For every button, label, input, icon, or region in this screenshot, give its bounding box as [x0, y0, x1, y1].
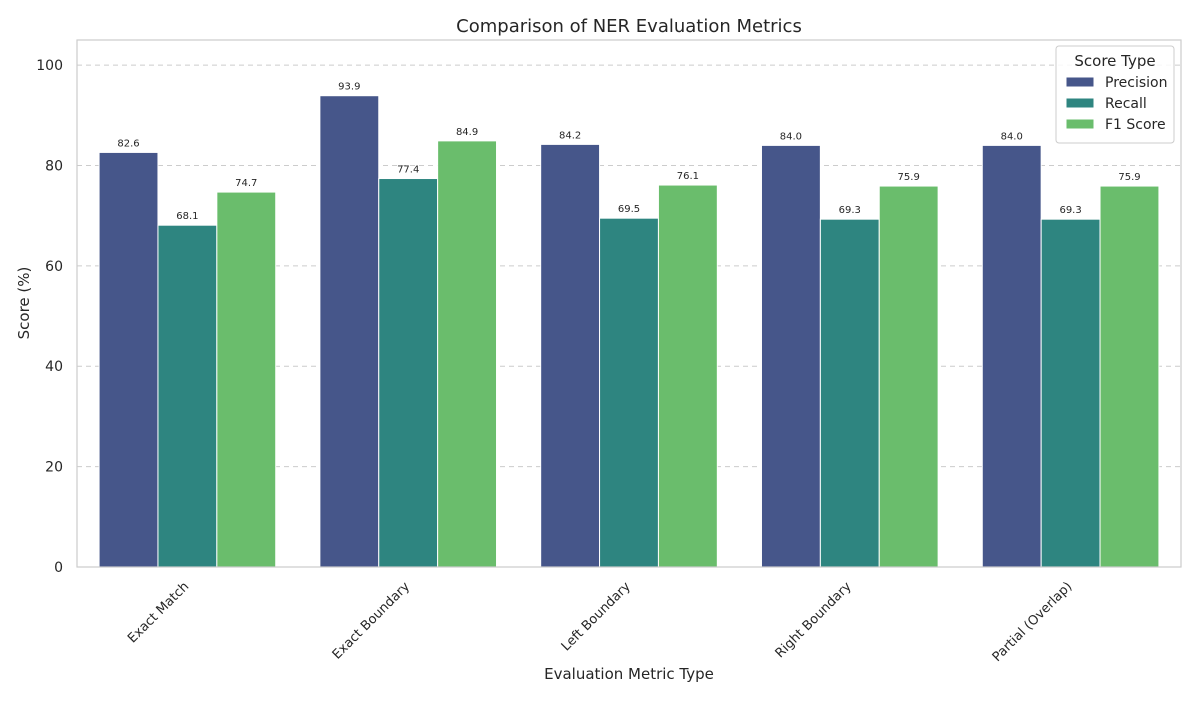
y-tick-label: 100 — [36, 58, 63, 74]
bars — [98, 95, 1160, 568]
bar-precision — [319, 95, 380, 568]
bar-recall — [819, 218, 880, 568]
x-axis-ticks: Exact Match Exact Boundary Left Boundary Ri… — [125, 579, 1075, 665]
x-tick-label: Exact Match — [125, 579, 192, 646]
bar-precision — [540, 143, 601, 568]
bar-recall — [1040, 218, 1101, 568]
legend-items: Precision Recall F1 Score — [1065, 75, 1167, 133]
bar-value-label: 84.0 — [780, 131, 802, 142]
bar-value-label: 84.0 — [1001, 131, 1023, 142]
bar-value-label: 69.5 — [618, 204, 640, 215]
bar-value-label: 93.9 — [338, 82, 360, 93]
x-tick-label: Right Boundary — [773, 579, 855, 661]
bar-f1-score — [216, 191, 277, 568]
legend-title: Score Type — [1074, 52, 1155, 70]
bar-f1-score — [437, 140, 498, 568]
x-axis-label: Evaluation Metric Type — [544, 665, 714, 683]
bar-precision — [760, 144, 821, 568]
bar-value-label: 84.9 — [456, 127, 478, 138]
x-tick-label: Exact Boundary — [330, 579, 414, 663]
y-tick-label: 60 — [45, 259, 63, 275]
legend-swatch — [1065, 118, 1095, 130]
bar-value-label: 69.3 — [839, 205, 861, 216]
y-tick-label: 40 — [45, 359, 63, 375]
bar-recall — [157, 224, 218, 568]
bar-value-label: 68.1 — [176, 211, 198, 222]
legend: Score Type Precision Recall F1 Score — [1055, 45, 1175, 144]
x-tick-label: Left Boundary — [559, 579, 634, 654]
plot-frame — [76, 39, 1182, 568]
bar-precision — [98, 151, 159, 568]
y-tick-label: 0 — [54, 560, 63, 576]
bar-f1-score — [1099, 185, 1160, 568]
bar-f1-score — [657, 184, 718, 568]
bar-f1-score — [878, 185, 939, 568]
bar-value-label: 77.4 — [397, 165, 419, 176]
data-labels: 82.6 68.1 74.7 93.9 77.4 84.9 84.2 69.5 76.1 84.0… — [117, 82, 1140, 222]
bar-value-label: 82.6 — [117, 138, 139, 149]
bar-precision — [981, 144, 1042, 568]
legend-swatch — [1065, 97, 1095, 109]
legend-label: Recall — [1105, 96, 1147, 112]
bar-recall — [378, 178, 439, 568]
legend-label: Precision — [1105, 75, 1167, 91]
y-tick-label: 80 — [45, 158, 63, 174]
bar-value-label: 75.9 — [898, 172, 920, 183]
legend-label: F1 Score — [1105, 117, 1166, 133]
bar-value-label: 75.9 — [1118, 172, 1140, 183]
legend-swatch — [1065, 76, 1095, 88]
x-tick-label: Partial (Overlap) — [990, 579, 1076, 665]
bar-value-label: 74.7 — [235, 178, 257, 189]
bar-value-label: 69.3 — [1059, 205, 1081, 216]
bar-value-label: 76.1 — [677, 171, 699, 182]
y-axis-ticks: 0 20 40 60 80 100 — [36, 58, 63, 576]
chart-title: Comparison of NER Evaluation Metrics — [456, 16, 802, 37]
y-axis-label: Score (%) — [15, 267, 33, 340]
y-tick-label: 20 — [45, 460, 63, 476]
bar-value-label: 84.2 — [559, 130, 581, 141]
bar-recall — [599, 217, 659, 568]
